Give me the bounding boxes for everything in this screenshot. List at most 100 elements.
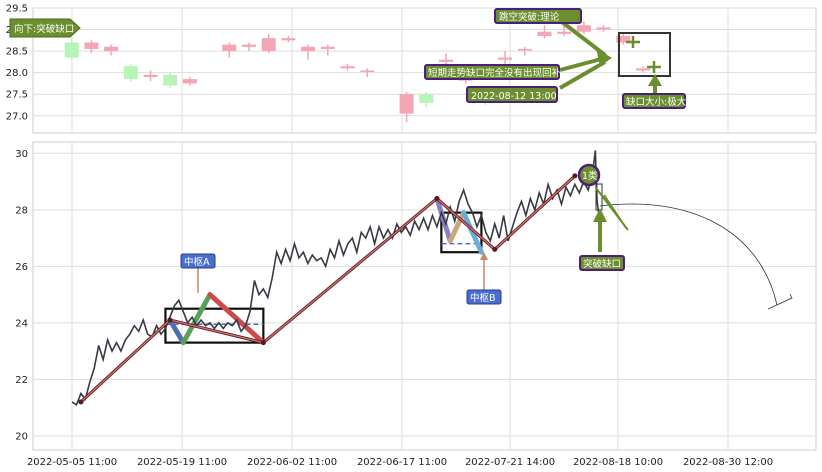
top-grid xyxy=(33,7,816,133)
zigzag-stroke xyxy=(447,210,467,244)
bottom-panel-frame xyxy=(32,141,817,451)
zigzag-stroke xyxy=(167,317,186,346)
top-annotations: 向下:突破缺口 跳空突破:理论 短期走势缺口完全没有出现回补 2022-08-1… xyxy=(9,8,687,109)
candle-body xyxy=(419,94,434,103)
gap-cross-lower xyxy=(647,61,661,73)
buy-one-marker: 1类 xyxy=(577,163,601,187)
gap-theory-label-box xyxy=(494,8,582,24)
gap-date-label: 2022-08-12 13:00 xyxy=(466,86,558,103)
top-y-tick-label: 28.5 xyxy=(6,47,28,58)
candle-body xyxy=(222,44,237,52)
gap-date-label-text: 2022-08-12 13:00 xyxy=(471,91,557,102)
zhongshu-a-label-text: 中枢A xyxy=(184,256,210,268)
buy-one-label-text: 1类 xyxy=(582,170,598,182)
bottom-grid xyxy=(33,142,816,450)
top-panel: 27.027.528.028.529.029.5 xyxy=(6,4,817,134)
candle-body xyxy=(360,70,375,72)
gap-unfilled-label: 短期走势缺口完全没有出现回补 xyxy=(424,64,562,80)
candle-body xyxy=(182,79,197,84)
candle-body xyxy=(439,59,453,62)
bottom-y-tick-label: 26 xyxy=(15,262,28,273)
candle-body xyxy=(261,38,276,52)
arrow-date xyxy=(558,60,607,90)
candle-body xyxy=(143,74,158,77)
gap-direction-tag: 向下:突破缺口 xyxy=(9,18,81,38)
candle-body xyxy=(596,27,611,30)
candle-body xyxy=(104,46,119,52)
candle-body xyxy=(399,94,414,114)
trend-pen xyxy=(78,173,578,405)
top-y-tick-label: 28.0 xyxy=(6,68,28,79)
arrow-unfilled xyxy=(559,56,606,72)
candle-body xyxy=(636,68,650,71)
zhongshu-b-label-box xyxy=(466,289,502,305)
gap-size-label-text: 缺口大小:极大 xyxy=(626,96,687,108)
candle-body xyxy=(498,57,513,60)
bottom-y-tick-label: 30 xyxy=(15,149,28,160)
bottom-y-tick-label: 24 xyxy=(15,318,28,329)
gap-theory-label: 跳空突破:理论 xyxy=(494,8,582,24)
x-tick-label: 2022-08-18 10:00 xyxy=(573,457,663,468)
candle-body xyxy=(123,66,138,80)
price-series xyxy=(71,150,601,406)
candle-body xyxy=(557,31,572,34)
candle-body xyxy=(320,46,335,49)
trend-pen-vertex xyxy=(434,196,440,202)
top-y-tick-label: 27.5 xyxy=(6,90,28,101)
trend-pen-vertex xyxy=(260,340,266,346)
gap-cross-upper xyxy=(626,36,640,48)
candle-body xyxy=(84,42,99,49)
buy-one-circle xyxy=(577,163,601,187)
x-tick-label: 2022-05-19 11:00 xyxy=(137,457,227,468)
candle-body xyxy=(64,42,79,58)
trend-pen-vertex xyxy=(492,246,498,252)
candle-body xyxy=(616,36,631,43)
gap-direction-tag-text: 向下:突破缺口 xyxy=(14,23,74,35)
zigzag-stroke xyxy=(461,210,484,255)
bottom-annotations: 中枢A 中枢B 突破缺口 1类 xyxy=(180,163,629,305)
candle-body xyxy=(301,46,316,52)
trend-pen-vertex xyxy=(572,173,578,179)
arrowhead-gap xyxy=(596,48,612,66)
bottom-y-tick-label: 20 xyxy=(15,431,28,442)
x-ticks: 2022-05-05 11:00 2022-05-19 11:00 2022-06-… xyxy=(27,457,773,468)
price-line xyxy=(71,150,601,406)
bottom-y-tick-label: 28 xyxy=(15,205,28,216)
candle-body xyxy=(340,66,355,69)
breakout-arrowhead xyxy=(593,208,607,222)
zhongshu-a-label-box xyxy=(180,253,216,269)
breakout-gap-label: 突破缺口 xyxy=(579,255,625,271)
bottom-y-ticks: 20 22 24 26 28 30 xyxy=(15,149,28,443)
zhongshu-a-label: 中枢A xyxy=(180,253,216,269)
zhongshu-b-label-text: 中枢B xyxy=(470,292,496,304)
breakout-wedge xyxy=(595,187,629,231)
bottom-y-tick-label: 22 xyxy=(15,375,28,386)
x-tick-label: 2022-05-05 11:00 xyxy=(27,457,117,468)
candle-body xyxy=(242,44,256,47)
x-tick-label: 2022-06-17 11:00 xyxy=(357,457,447,468)
zigzag-stroke xyxy=(180,292,213,346)
x-tick-label: 2022-08-30 12:00 xyxy=(683,457,773,468)
gap-unfilled-label-text: 短期走势缺口完全没有出现回补 xyxy=(428,67,562,79)
gap-date-label-box xyxy=(466,86,558,103)
trend-pen-line xyxy=(80,175,576,403)
candle-body xyxy=(576,25,591,32)
candle-body xyxy=(163,74,178,86)
trend-pen-vertex xyxy=(78,399,84,405)
candles xyxy=(64,20,650,123)
zhongshu-b-label: 中枢B xyxy=(466,289,502,305)
projection-end-mark xyxy=(767,293,793,310)
gap-box xyxy=(618,32,671,77)
candle-body xyxy=(537,31,552,37)
gap-unfilled-label-box xyxy=(424,64,560,80)
bottom-panel: 20 22 24 26 28 30 2022-05-05 11:00 2022-05-19 … xyxy=(15,141,817,468)
gap-theory-label-text: 跳空突破:理论 xyxy=(499,11,560,23)
candle-body xyxy=(281,38,296,41)
x-tick-label: 2022-06-02 11:00 xyxy=(247,457,337,468)
gap-size-label-box xyxy=(622,93,686,109)
zhongshu-b-arrowhead xyxy=(480,252,488,260)
gap-size-label: 缺口大小:极大 xyxy=(622,93,687,109)
breakout-gap-label-box xyxy=(579,255,625,271)
candle-body xyxy=(517,48,532,51)
